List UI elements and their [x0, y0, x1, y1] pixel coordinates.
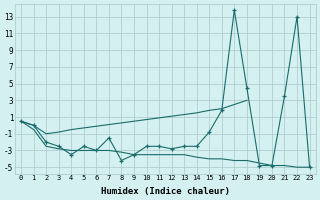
X-axis label: Humidex (Indice chaleur): Humidex (Indice chaleur) [101, 187, 230, 196]
